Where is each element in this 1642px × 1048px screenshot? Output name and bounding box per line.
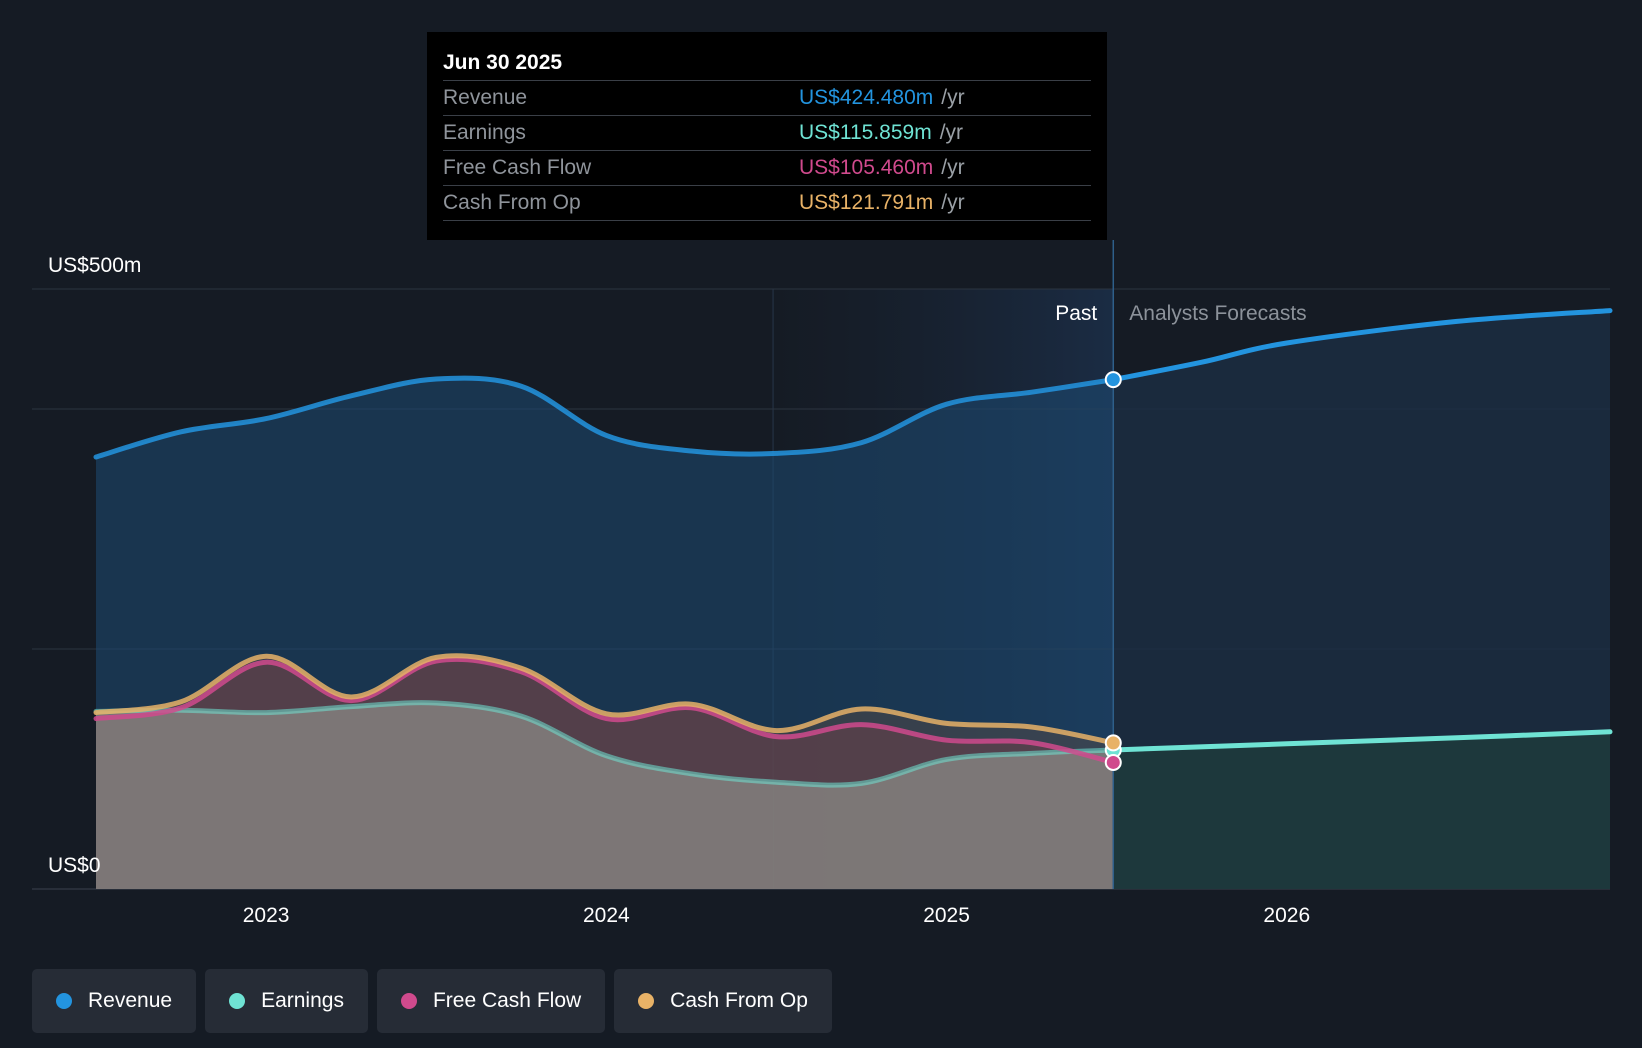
tooltip-value: US$121.791m bbox=[799, 191, 934, 214]
legend-label: Revenue bbox=[88, 989, 173, 1012]
forecast-line-earnings bbox=[1110, 729, 1613, 753]
tooltip-row-free-cash-flow: Free Cash Flow US$105.460m /yr bbox=[443, 150, 1091, 185]
tooltip-label: Revenue bbox=[443, 86, 528, 109]
y-axis-top-label: US$500m bbox=[48, 254, 141, 277]
tooltip-value: US$424.480m bbox=[799, 86, 934, 109]
tooltip-label: Earnings bbox=[443, 121, 526, 144]
forecast-area-earnings bbox=[1113, 731, 1610, 889]
legend-label: Free Cash Flow bbox=[432, 989, 582, 1012]
tooltip-label: Cash From Op bbox=[443, 191, 581, 214]
past-label: Past bbox=[1055, 302, 1097, 325]
legend-dot-icon bbox=[56, 993, 72, 1009]
point-free-cash-flow bbox=[1104, 753, 1122, 771]
x-tick-label: 2023 bbox=[243, 904, 290, 927]
tooltip-row-cash-from-op: Cash From Op US$121.791m /yr bbox=[443, 185, 1091, 221]
legend-dot-icon bbox=[638, 993, 655, 1009]
series-line-revenue bbox=[93, 375, 1116, 460]
legend-dot-icon bbox=[229, 993, 246, 1009]
tooltip: Jun 30 2025 Revenue US$424.480m /yr Earn… bbox=[427, 32, 1107, 240]
y-axis-bottom-label: US$0 bbox=[48, 854, 101, 877]
past-area-earnings bbox=[96, 702, 1114, 889]
legend-dot-icon bbox=[400, 993, 417, 1009]
series-line-cash-from-op bbox=[93, 653, 1116, 746]
legend-item-free-cash-flow[interactable]: Free Cash Flow bbox=[376, 969, 606, 1033]
legend-item-cash-from-op[interactable]: Cash From Op bbox=[614, 969, 832, 1033]
legend-item-revenue[interactable]: Revenue bbox=[32, 969, 197, 1033]
legend: Revenue Earnings Free Cash Flow Cash Fro… bbox=[32, 969, 832, 1033]
tooltip-unit: /yr bbox=[939, 121, 964, 144]
x-tick-label: 2026 bbox=[1263, 904, 1310, 927]
tooltip-unit: /yr bbox=[941, 86, 965, 109]
tooltip-value: US$105.460m bbox=[799, 156, 934, 179]
tooltip-unit: /yr bbox=[941, 156, 965, 179]
point-cash-from-op bbox=[1104, 734, 1122, 752]
tooltip-value: US$115.859m bbox=[799, 121, 932, 144]
legend-label: Earnings bbox=[261, 989, 344, 1012]
tooltip-label: Free Cash Flow bbox=[443, 156, 592, 179]
point-revenue bbox=[1104, 371, 1122, 389]
tooltip-row-earnings: Earnings US$115.859m /yr bbox=[443, 115, 1091, 150]
x-tick-label: 2024 bbox=[583, 904, 630, 927]
tooltip-date: Jun 30 2025 bbox=[443, 51, 563, 74]
legend-item-earnings[interactable]: Earnings bbox=[205, 969, 368, 1033]
tooltip-row-revenue: Revenue US$424.480m /yr bbox=[443, 80, 1091, 115]
forecast-line-revenue bbox=[1110, 308, 1613, 383]
x-tick-label: 2025 bbox=[923, 904, 970, 927]
series-line-free-cash-flow bbox=[93, 656, 1116, 765]
forecast-label: Analysts Forecasts bbox=[1129, 302, 1306, 325]
legend-label: Cash From Op bbox=[670, 989, 808, 1012]
series-line-earnings bbox=[93, 700, 1116, 788]
tooltip-unit: /yr bbox=[941, 191, 965, 214]
